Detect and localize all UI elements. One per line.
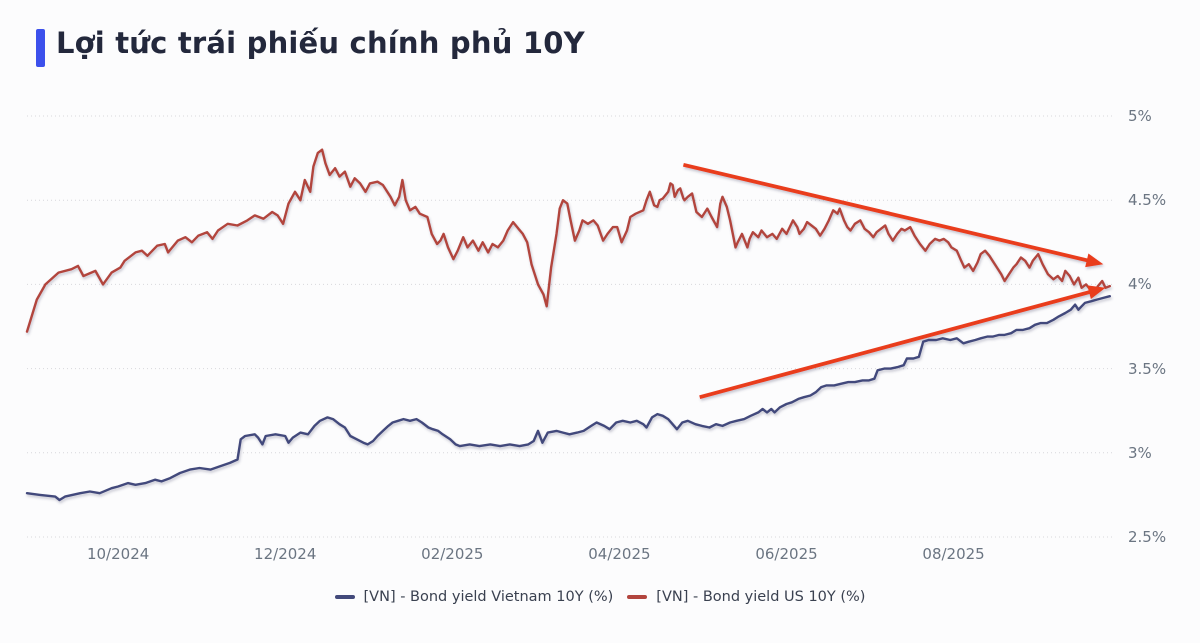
legend-label-us: [VN] - Bond yield US 10Y (%)	[656, 589, 866, 605]
y-axis-tick-label: 3%	[1128, 443, 1152, 462]
gridlines-group	[27, 115, 1112, 538]
legend-swatch-vietnam	[334, 595, 355, 599]
y-axis-tick-label: 3.5%	[1128, 359, 1167, 378]
y-axis-tick-label: 4%	[1128, 275, 1152, 294]
x-axis-tick-label: 02/2025	[421, 545, 484, 563]
legend-item-vietnam: [VN] - Bond yield Vietnam 10Y (%)	[334, 589, 614, 605]
us-yield-line	[25, 148, 1112, 333]
trend-arrow-up-line	[699, 288, 1097, 400]
chart-title: Lợi tức trái phiếu chính phủ 10Y	[56, 26, 585, 60]
trend-arrow-down-head	[1085, 253, 1104, 268]
chart-legend: [VN] - Bond yield Vietnam 10Y (%) [VN] -…	[0, 589, 1200, 605]
y-axis-tick-label: 4.5%	[1128, 191, 1167, 210]
legend-item-us: [VN] - Bond yield US 10Y (%)	[627, 589, 865, 605]
y-axis-tick-label: 5%	[1128, 107, 1152, 125]
title-accent-bar	[36, 29, 45, 67]
series-lines-group	[25, 148, 1112, 502]
trend-arrow-down-line	[682, 162, 1094, 264]
legend-label-vietnam: [VN] - Bond yield Vietnam 10Y (%)	[363, 589, 614, 605]
vn-yield-line	[25, 295, 1112, 502]
x-axis-tick-label: 12/2024	[254, 545, 317, 563]
trend-arrow-up-head	[1087, 285, 1106, 299]
x-axis-tick-label: 10/2024	[86, 545, 150, 563]
legend-swatch-us	[627, 595, 648, 599]
x-axis-tick-label: 04/2025	[588, 545, 651, 563]
y-axis-tick-label: 2.5%	[1128, 528, 1167, 546]
x-axis-tick-label: 08/2025	[922, 545, 985, 563]
x-axis-tick-label: 06/2025	[755, 545, 818, 563]
chart-header: Lợi tức trái phiếu chính phủ 10Y	[0, 0, 1200, 80]
